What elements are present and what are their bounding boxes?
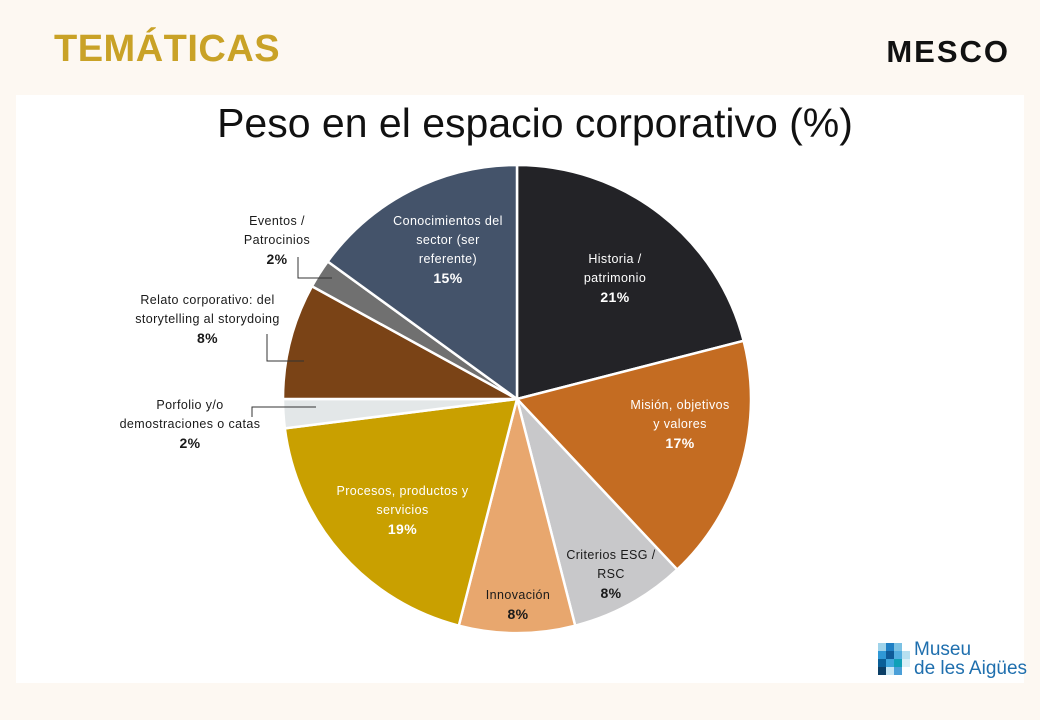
museum-name-line2: de les Aigües — [914, 658, 1028, 679]
slice-label-innovacion: Innovación 8% — [485, 588, 551, 622]
logo-square — [878, 659, 886, 667]
slice-label-esg: Criterios ESG / RSC 8% — [566, 548, 656, 601]
logo-square — [886, 659, 894, 667]
leader-line-eventos — [297, 257, 332, 279]
slice-label-procesos: Procesos, productos y servicios 19% — [336, 484, 469, 537]
pie-slice-2 — [515, 398, 679, 628]
museu-aigues-logo: Museu de les Aigües — [878, 640, 1027, 678]
logo-square — [902, 667, 910, 675]
pie-slice-0 — [515, 163, 746, 401]
logo-square — [894, 651, 902, 659]
logo-square — [902, 651, 910, 659]
leader-line-porfolio — [251, 406, 316, 417]
pie-slice-4 — [283, 397, 519, 628]
pie-slice-6 — [281, 284, 518, 401]
mesco-logo: MESCO — [886, 34, 1010, 69]
logo-square — [902, 643, 910, 651]
museum-logo-icon — [878, 643, 910, 675]
leader-line-relato — [266, 334, 304, 362]
pie-slice-8 — [325, 163, 519, 402]
logo-square — [894, 659, 902, 667]
logo-square — [878, 643, 886, 651]
page-heading: TEMÁTICAS — [54, 28, 281, 70]
logo-square — [894, 667, 902, 675]
logo-square — [886, 643, 894, 651]
logo-square — [878, 667, 886, 675]
logo-square — [886, 651, 894, 659]
logo-square — [902, 659, 910, 667]
museum-name-line1: Museu — [914, 639, 972, 660]
slice-label-porfolio: Porfolio y/o demostraciones o catas 2% — [119, 398, 261, 451]
logo-square — [878, 651, 886, 659]
pie-slice-3 — [457, 398, 577, 635]
slice-label-conocimientos: Conocimientos del sector (ser referente)… — [393, 214, 503, 286]
logo-square — [886, 667, 894, 675]
slice-label-historia: Historia / patrimonio 21% — [583, 252, 647, 305]
logo-square — [894, 643, 902, 651]
pie-slice-1 — [514, 339, 753, 572]
chart-title: Peso en el espacio corporativo (%) — [217, 100, 853, 146]
slice-label-relato: Relato corporativo: del storytelling al … — [135, 293, 280, 346]
slice-label-eventos: Eventos / Patrocinios 2% — [243, 214, 311, 267]
slice-label-mision: Misión, objetivos y valores 17% — [630, 398, 730, 451]
